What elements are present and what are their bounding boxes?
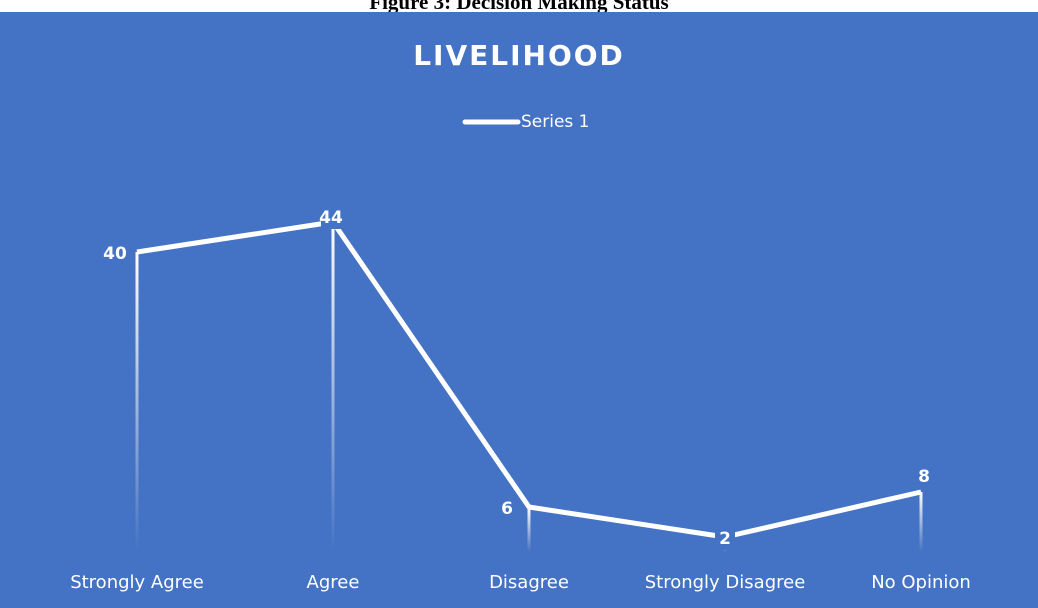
data-label-bg <box>914 466 934 488</box>
drop-line <box>527 507 531 552</box>
data-label: 44 <box>319 208 343 228</box>
line-series <box>136 219 922 540</box>
data-label-bg <box>715 528 735 550</box>
chart-title: LIVELIHOOD <box>413 39 625 72</box>
drop-line <box>135 252 139 552</box>
data-label: 6 <box>501 499 513 519</box>
x-tick-label: No Opinion <box>871 572 971 593</box>
data-label-bg <box>105 243 125 265</box>
x-tick-label: Strongly Agree <box>70 572 204 593</box>
data-label: 8 <box>918 467 930 487</box>
drop-line <box>919 492 923 552</box>
drop-line <box>331 222 335 552</box>
legend-label: Series 1 <box>521 112 590 132</box>
x-tick-label: Disagree <box>489 572 569 593</box>
x-tick-label: Strongly Disagree <box>645 572 806 593</box>
figure-caption: Figure 3: Decision Making Status <box>369 0 668 14</box>
chart-background <box>0 12 1038 608</box>
data-label-bg <box>321 207 341 229</box>
data-label-bg <box>497 498 517 520</box>
data-label: 40 <box>103 244 127 264</box>
x-tick-label: Agree <box>307 572 360 593</box>
data-label: 2 <box>719 529 731 549</box>
